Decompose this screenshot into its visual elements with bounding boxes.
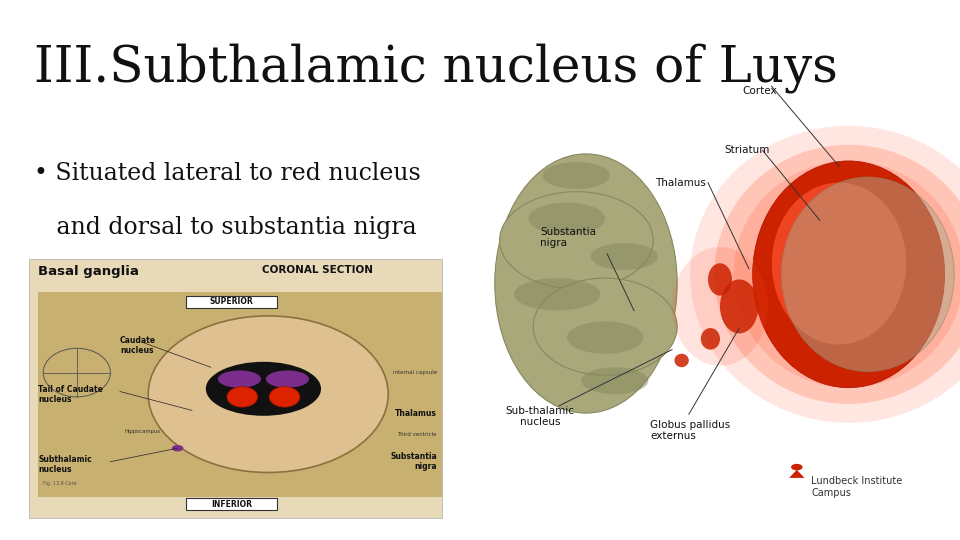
Ellipse shape — [269, 387, 300, 407]
Ellipse shape — [690, 126, 960, 423]
Ellipse shape — [674, 354, 688, 367]
Text: Subthalamic
nucleus: Subthalamic nucleus — [38, 455, 92, 474]
Text: Striatum: Striatum — [724, 145, 770, 156]
Text: Fig. 13.9 Core: Fig. 13.9 Core — [43, 481, 77, 486]
Text: Tail of Caudate
nucleus: Tail of Caudate nucleus — [38, 384, 104, 404]
Ellipse shape — [581, 367, 648, 394]
Ellipse shape — [542, 162, 610, 189]
Text: Third ventricle: Third ventricle — [397, 432, 437, 437]
Text: Sub-thalamic
nucleus: Sub-thalamic nucleus — [505, 406, 574, 428]
Ellipse shape — [772, 183, 906, 345]
Polygon shape — [789, 470, 804, 478]
Text: and dorsal to substantia nigra: and dorsal to substantia nigra — [34, 216, 417, 239]
Text: Caudate
nucleus: Caudate nucleus — [120, 336, 156, 355]
Ellipse shape — [514, 278, 600, 310]
Text: Thalamus: Thalamus — [395, 409, 437, 417]
Ellipse shape — [753, 161, 945, 388]
Ellipse shape — [494, 154, 677, 413]
Text: Basal ganglia: Basal ganglia — [38, 265, 139, 278]
Text: Globus pallidus
externus: Globus pallidus externus — [651, 420, 731, 441]
Ellipse shape — [533, 278, 677, 375]
Ellipse shape — [227, 387, 257, 407]
Ellipse shape — [733, 161, 960, 388]
Text: Substantia
nigra: Substantia nigra — [390, 452, 437, 471]
Ellipse shape — [218, 370, 261, 388]
Ellipse shape — [708, 263, 732, 295]
Text: INFERIOR: INFERIOR — [211, 500, 252, 509]
Bar — [185, 296, 276, 308]
Circle shape — [172, 445, 183, 451]
Bar — [29, 259, 442, 518]
Ellipse shape — [148, 316, 388, 472]
Circle shape — [791, 464, 803, 470]
Ellipse shape — [266, 370, 309, 388]
Text: CORONAL SECTION: CORONAL SECTION — [262, 265, 373, 275]
Text: Cortex: Cortex — [743, 86, 778, 96]
Bar — [185, 498, 276, 510]
Ellipse shape — [714, 145, 960, 404]
Ellipse shape — [672, 247, 768, 366]
Ellipse shape — [590, 243, 658, 270]
Ellipse shape — [205, 362, 321, 416]
Ellipse shape — [499, 192, 653, 289]
Text: Hippocampus: Hippocampus — [125, 429, 161, 435]
Bar — [38, 292, 442, 497]
Ellipse shape — [701, 328, 720, 350]
Ellipse shape — [781, 177, 954, 372]
Text: III.Subthalamic nucleus of Luys: III.Subthalamic nucleus of Luys — [34, 43, 837, 93]
Text: Thalamus: Thalamus — [655, 178, 706, 187]
Text: internal capsule: internal capsule — [393, 370, 437, 375]
Ellipse shape — [720, 280, 758, 333]
Ellipse shape — [566, 321, 643, 354]
Ellipse shape — [528, 202, 605, 235]
Text: SUPERIOR: SUPERIOR — [209, 298, 253, 306]
Text: Substantia
nigra: Substantia nigra — [540, 227, 596, 248]
Text: • Situated lateral to red nucleus: • Situated lateral to red nucleus — [34, 162, 420, 185]
Text: Lundbeck Institute
Campus: Lundbeck Institute Campus — [811, 476, 902, 498]
